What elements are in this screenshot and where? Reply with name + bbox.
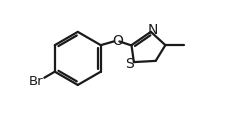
Text: O: O <box>112 34 123 48</box>
Text: N: N <box>148 23 158 37</box>
Text: Br: Br <box>29 75 43 88</box>
Text: S: S <box>125 57 134 71</box>
